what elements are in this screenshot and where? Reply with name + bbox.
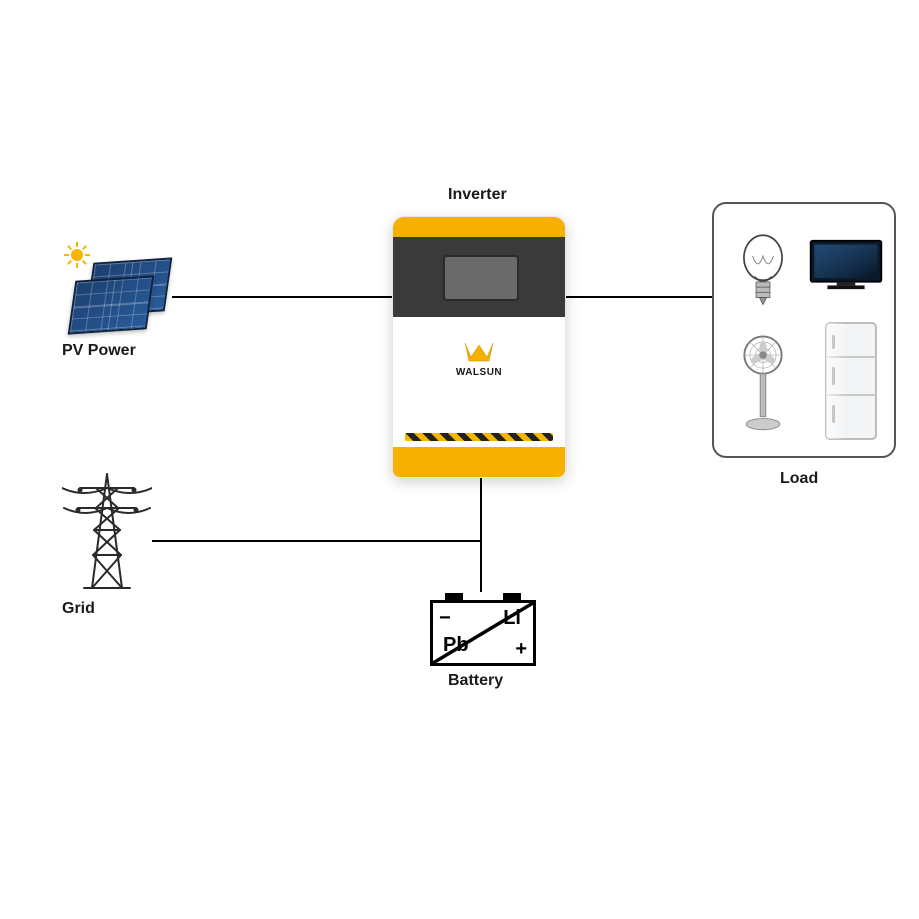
inverter-body: WALSUN [393, 317, 565, 447]
grid-label: Grid [62, 600, 95, 618]
inverter-top-accent [393, 217, 565, 237]
inverter-device: WALSUN [392, 216, 566, 478]
walsun-logo-icon [463, 341, 495, 363]
load-label: Load [780, 470, 818, 488]
inverter-display-zone [393, 237, 565, 317]
battery-terminal-pos [503, 593, 521, 603]
battery-plus-symbol: + [515, 638, 527, 661]
pv-power-label: PV Power [62, 342, 136, 360]
load-fan-icon [728, 324, 798, 444]
wire-inverter-down [480, 476, 482, 542]
battery-li-text: Li [503, 607, 521, 630]
wire-pv-to-inverter [172, 296, 392, 298]
grid-tower-icon [62, 470, 152, 590]
battery-terminal-neg [445, 593, 463, 603]
inverter-brand-text: WALSUN [393, 367, 565, 378]
battery-minus-symbol: − [439, 607, 451, 630]
inverter-bottom-accent [393, 447, 565, 477]
wire-inverter-to-load [564, 296, 712, 298]
wire-grid-horizontal [152, 540, 482, 542]
sun-icon [66, 244, 88, 266]
load-tv-icon [806, 230, 886, 300]
inverter-warning-strip [405, 433, 553, 441]
battery-label: Battery [448, 672, 503, 690]
load-refrigerator-icon [818, 316, 884, 446]
diagram-canvas: Inverter WALSUN [0, 0, 919, 919]
inverter-lcd-screen [443, 255, 519, 301]
load-box [712, 202, 896, 458]
load-lightbulb-icon [724, 214, 802, 324]
wire-to-battery [480, 540, 482, 592]
battery-pb-text: Pb [443, 634, 469, 657]
solar-panel-front [68, 275, 155, 334]
battery-icon: − + Pb Li [430, 600, 536, 666]
inverter-label: Inverter [448, 186, 507, 204]
